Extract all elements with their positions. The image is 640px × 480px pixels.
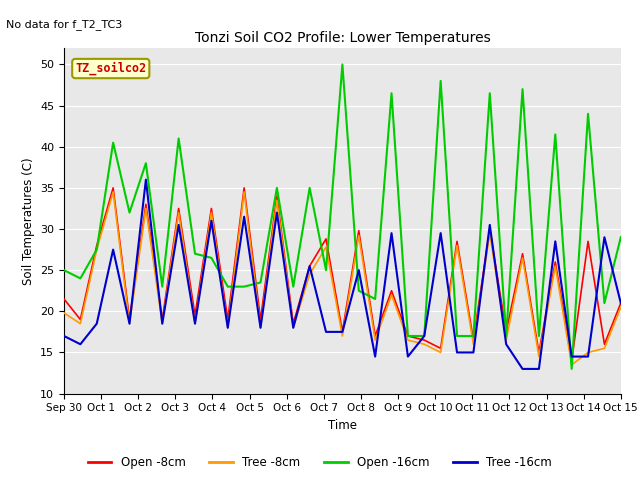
Y-axis label: Soil Temperatures (C): Soil Temperatures (C) [22, 157, 35, 285]
Title: Tonzi Soil CO2 Profile: Lower Temperatures: Tonzi Soil CO2 Profile: Lower Temperatur… [195, 32, 490, 46]
Text: No data for f_T2_TC3: No data for f_T2_TC3 [6, 19, 123, 30]
X-axis label: Time: Time [328, 419, 357, 432]
Text: TZ_soilco2: TZ_soilco2 [75, 62, 147, 75]
Legend: Open -8cm, Tree -8cm, Open -16cm, Tree -16cm: Open -8cm, Tree -8cm, Open -16cm, Tree -… [83, 452, 557, 474]
